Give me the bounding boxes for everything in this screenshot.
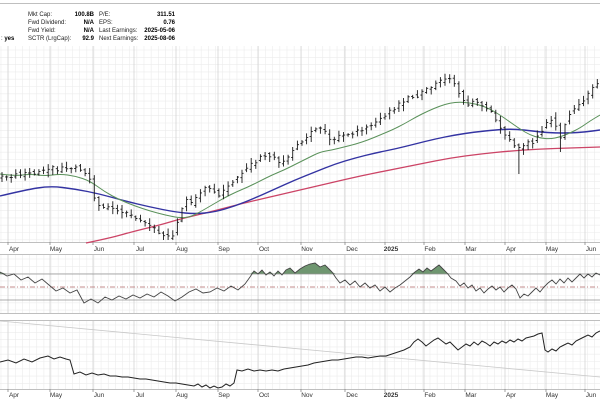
fundamental-label: Fwd Dividend: <box>28 20 67 26</box>
month-label: Mar <box>465 392 477 399</box>
month-label: May <box>546 392 559 399</box>
month-label: Jun <box>586 246 597 253</box>
options-flag: : yes <box>1 36 14 42</box>
fundamental-label: Last Earnings: <box>99 28 138 34</box>
lower-indicator-line <box>0 330 600 389</box>
fundamental-value: 2025-08-06 <box>144 36 175 42</box>
grid <box>0 46 600 389</box>
month-label: Aug <box>176 392 188 399</box>
fundamental-label: Fwd Yield: <box>28 28 56 34</box>
fundamental-label: Mkt Cap: <box>28 12 53 18</box>
fundamental-label: SCTR (LrgCap): <box>28 36 72 42</box>
month-label: Feb <box>424 246 436 253</box>
month-label: May <box>50 392 63 399</box>
month-label: Jun <box>94 246 105 253</box>
fundamental-row-l-0: Mkt Cap: 100.8B <box>28 11 94 19</box>
fundamental-value: 92.9 <box>82 36 94 42</box>
lower-indicator-panel <box>0 330 600 389</box>
fundamental-row-r-0: P/E: 311.51 <box>99 11 175 19</box>
options-prefix: : <box>1 36 3 42</box>
month-label: Feb <box>424 392 436 399</box>
ma-medium-blue-line <box>0 128 600 215</box>
month-label: Nov <box>301 246 313 253</box>
fundamental-value: 100.8B <box>74 12 94 18</box>
ma-long-red-line <box>85 146 600 244</box>
axis-lower: Apr May Jun Jul Aug Sep Oct Nov Dec 2025 Feb Mar Apr… <box>9 392 597 399</box>
month-label: Dec <box>346 246 358 253</box>
month-label: Apr <box>9 392 20 399</box>
fundamental-row-l-2: Fwd Yield: N/A <box>28 27 94 35</box>
month-label: May <box>50 246 63 253</box>
month-label: Aug <box>176 246 188 253</box>
month-label: Oct <box>259 392 269 399</box>
oscillator-overbought-fill <box>0 263 600 274</box>
month-label: Apr <box>9 246 20 253</box>
axis-main: Apr May Jun Jul Aug Sep Oct Nov Dec 2025 Feb Mar Apr… <box>9 246 597 253</box>
month-label: Apr <box>506 246 517 253</box>
month-label: Apr <box>506 392 517 399</box>
month-label: Sep <box>218 246 230 253</box>
axis-ticks <box>7 242 586 392</box>
month-label: 2025 <box>384 392 399 399</box>
fundamental-row-r-3: Next Earnings: 2025-08-06 <box>99 35 175 43</box>
fundamental-row-r-1: EPS: 0.76 <box>99 19 175 27</box>
month-label: Jul <box>136 246 145 253</box>
fundamentals-left-column: Mkt Cap: 100.8B Fwd Dividend: N/A Fwd Yield:… <box>28 11 94 43</box>
month-label: Nov <box>301 392 313 399</box>
fundamental-value: 311.51 <box>156 12 175 18</box>
month-label: Jun <box>586 392 597 399</box>
month-label: Jun <box>94 392 105 399</box>
month-label: May <box>546 246 559 253</box>
fundamental-value: N/A <box>83 28 94 34</box>
fundamental-label: EPS: <box>99 20 113 26</box>
fundamental-row-r-2: Last Earnings: 2025-05-06 <box>99 27 175 35</box>
fundamental-label: P/E: <box>99 12 111 18</box>
month-label: Oct <box>259 246 269 253</box>
month-label: Dec <box>346 392 358 399</box>
fundamental-value: 0.76 <box>163 20 175 26</box>
oscillator-panel <box>0 262 600 304</box>
month-label: 2025 <box>384 246 399 253</box>
fundamental-value: N/A <box>83 20 94 26</box>
fundamental-row-l-1: Fwd Dividend: N/A <box>28 19 94 27</box>
month-label: Sep <box>218 392 230 399</box>
ma-short-green-line <box>0 101 600 219</box>
options-value: yes <box>4 36 15 42</box>
fundamentals-right-column: P/E: 311.51 EPS: 0.76 Last Earnings: 2025-05-… <box>99 11 175 43</box>
fundamental-value: 2025-05-06 <box>144 28 175 34</box>
month-label: Mar <box>465 246 477 253</box>
price-panel <box>0 101 600 244</box>
fundamental-row-l-3: SCTR (LrgCap): 92.9 <box>28 35 94 43</box>
month-label: Jul <box>136 392 145 399</box>
candlesticks <box>0 73 599 240</box>
oscillator-line <box>0 262 600 304</box>
fundamental-label: Next Earnings: <box>99 36 139 42</box>
